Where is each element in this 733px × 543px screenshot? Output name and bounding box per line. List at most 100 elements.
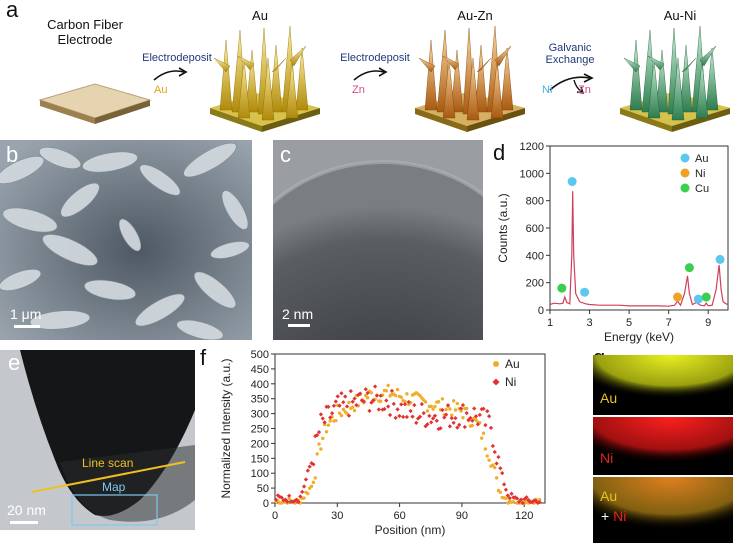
au-point — [425, 409, 430, 413]
y-tick-label: 400 — [251, 379, 269, 391]
au-point — [315, 452, 319, 456]
step1-label: Electrodeposit — [142, 52, 212, 64]
ni-point — [393, 415, 398, 420]
tem-image — [0, 350, 195, 530]
eds-spectrum-line — [549, 191, 729, 307]
step2-element: Zn — [352, 84, 365, 96]
ni-point — [372, 384, 378, 389]
legend-label-ni: Ni — [695, 168, 705, 180]
g-ni-label: Ni — [600, 450, 614, 466]
au-point — [481, 431, 486, 435]
au-point — [465, 406, 469, 411]
panel-b-label: b — [6, 142, 19, 167]
ni-point — [389, 388, 395, 394]
stage-au-title: Au — [252, 8, 268, 23]
au-point — [455, 401, 460, 406]
ni-point — [410, 414, 415, 419]
step3-element-out: Zn — [578, 84, 591, 96]
sem-image-panel — [0, 140, 252, 340]
ni-point — [419, 402, 424, 407]
x-tick-label: 7 — [666, 317, 672, 329]
y-axis-label: Counts (a.u.) — [496, 193, 510, 262]
ni-point — [434, 418, 439, 423]
au-point — [319, 447, 323, 451]
ni-point — [399, 402, 404, 407]
au-map — [593, 355, 733, 413]
au-point — [306, 491, 310, 496]
au-point — [487, 458, 491, 462]
au-point — [347, 400, 351, 405]
au-point — [393, 393, 398, 398]
au-point — [511, 500, 516, 504]
panel-f-label: f — [200, 345, 207, 370]
y-tick-label: 300 — [251, 409, 269, 421]
ni-point — [335, 394, 340, 399]
y-tick-label: 450 — [251, 364, 269, 376]
au-structure — [210, 25, 320, 132]
ni-point — [485, 409, 490, 414]
peak-marker-ni — [673, 292, 683, 302]
au-point — [493, 465, 497, 470]
y-tick-label: 200 — [526, 278, 544, 290]
au-point — [364, 393, 368, 398]
x-tick-label: 9 — [705, 317, 711, 329]
ni-point — [367, 408, 372, 413]
ni-point — [500, 471, 505, 476]
au-point — [436, 400, 441, 404]
ni-point — [303, 477, 309, 482]
eds-maps-panel — [593, 355, 733, 543]
ni-point — [337, 403, 342, 408]
step2-label: Electrodeposit — [340, 52, 410, 64]
y-axis-label: Normalized Intensity (a.u.) — [219, 358, 233, 498]
stage-au-zn-title: Au-Zn — [457, 8, 493, 23]
x-tick-label: 1 — [547, 317, 553, 329]
au-point — [461, 415, 465, 420]
ni-point — [429, 420, 434, 425]
ni-point — [453, 416, 458, 421]
ni-point — [515, 496, 520, 501]
au-point — [337, 411, 342, 415]
au-point — [317, 442, 321, 446]
au-point — [384, 389, 389, 393]
au-point — [423, 400, 428, 404]
ni-point — [386, 404, 391, 409]
ni-point — [363, 387, 368, 392]
ni-point — [384, 398, 389, 403]
tem-scale-bar — [10, 521, 38, 524]
ni-point — [339, 391, 344, 396]
peak-marker-au — [580, 287, 590, 297]
y-tick-label: 250 — [251, 424, 269, 436]
ni-point — [524, 495, 529, 500]
au-point — [324, 430, 329, 434]
x-tick-label: 60 — [393, 510, 405, 522]
au-point — [537, 497, 542, 502]
x-tick-label: 30 — [331, 510, 343, 522]
ni-point — [451, 420, 456, 425]
au-point — [321, 436, 325, 441]
ni-point — [458, 406, 464, 411]
au-point — [328, 419, 332, 423]
x-tick-label: 90 — [456, 510, 468, 522]
au-point — [450, 413, 454, 417]
ni-point — [488, 425, 494, 430]
ni-point — [412, 403, 417, 408]
step3-label: Galvanic Exchange — [545, 42, 595, 66]
g-merged-au-label: Au — [600, 488, 618, 504]
ni-point — [333, 399, 338, 404]
legend-label-au: Au — [505, 357, 520, 371]
au-point — [448, 407, 452, 411]
ni-point — [494, 461, 499, 466]
ni-point — [376, 407, 381, 412]
step3-arrow-icon — [549, 73, 594, 94]
au-point — [440, 397, 445, 401]
au-point — [313, 476, 317, 480]
stage-carbon-fiber-title: Carbon Fiber Electrode — [47, 17, 123, 47]
ni-point — [354, 402, 359, 408]
ni-point — [307, 464, 312, 469]
au-point — [494, 476, 499, 480]
ni-point — [331, 403, 337, 408]
ni-point — [320, 416, 325, 421]
legend-label-ni: Ni — [505, 375, 516, 389]
ni-point — [498, 466, 503, 471]
au-point — [339, 413, 344, 418]
